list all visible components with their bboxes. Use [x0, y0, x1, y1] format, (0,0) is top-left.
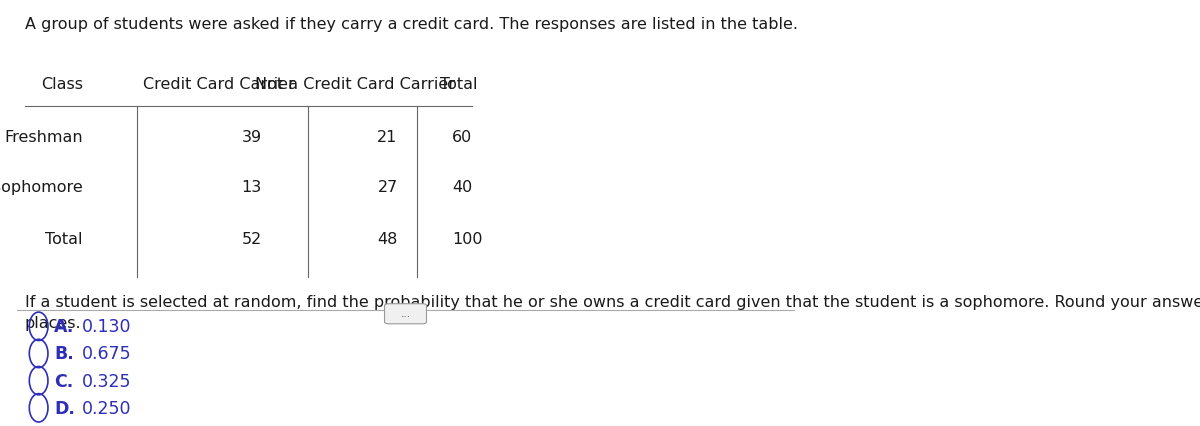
Text: 21: 21 — [377, 129, 397, 144]
Text: 39: 39 — [241, 129, 262, 144]
Text: 13: 13 — [241, 179, 262, 194]
Text: Credit Card Carrier: Credit Card Carrier — [143, 77, 295, 92]
Text: 100: 100 — [452, 231, 482, 246]
Text: D.: D. — [54, 399, 76, 417]
Text: Not a Credit Card Carrier: Not a Credit Card Carrier — [254, 77, 455, 92]
Text: Total: Total — [440, 77, 478, 92]
Text: Freshman: Freshman — [5, 129, 83, 144]
Text: Sophomore: Sophomore — [0, 179, 83, 194]
Text: 27: 27 — [378, 179, 397, 194]
Text: Total: Total — [46, 231, 83, 246]
Text: ...: ... — [401, 308, 410, 318]
Text: 52: 52 — [241, 231, 262, 246]
Text: 0.325: 0.325 — [82, 372, 131, 390]
Text: B.: B. — [54, 345, 74, 363]
Text: If a student is selected at random, find the probability that he or she owns a c: If a student is selected at random, find… — [25, 294, 1200, 330]
Text: C.: C. — [54, 372, 73, 390]
Text: Class: Class — [41, 77, 83, 92]
Text: 40: 40 — [452, 179, 473, 194]
Text: A group of students were asked if they carry a credit card. The responses are li: A group of students were asked if they c… — [25, 17, 798, 32]
Text: A.: A. — [54, 317, 74, 336]
Text: 0.675: 0.675 — [82, 345, 131, 363]
Text: 0.130: 0.130 — [82, 317, 131, 336]
Text: 60: 60 — [452, 129, 473, 144]
FancyBboxPatch shape — [384, 304, 426, 324]
Text: 48: 48 — [377, 231, 397, 246]
Text: 0.250: 0.250 — [82, 399, 131, 417]
